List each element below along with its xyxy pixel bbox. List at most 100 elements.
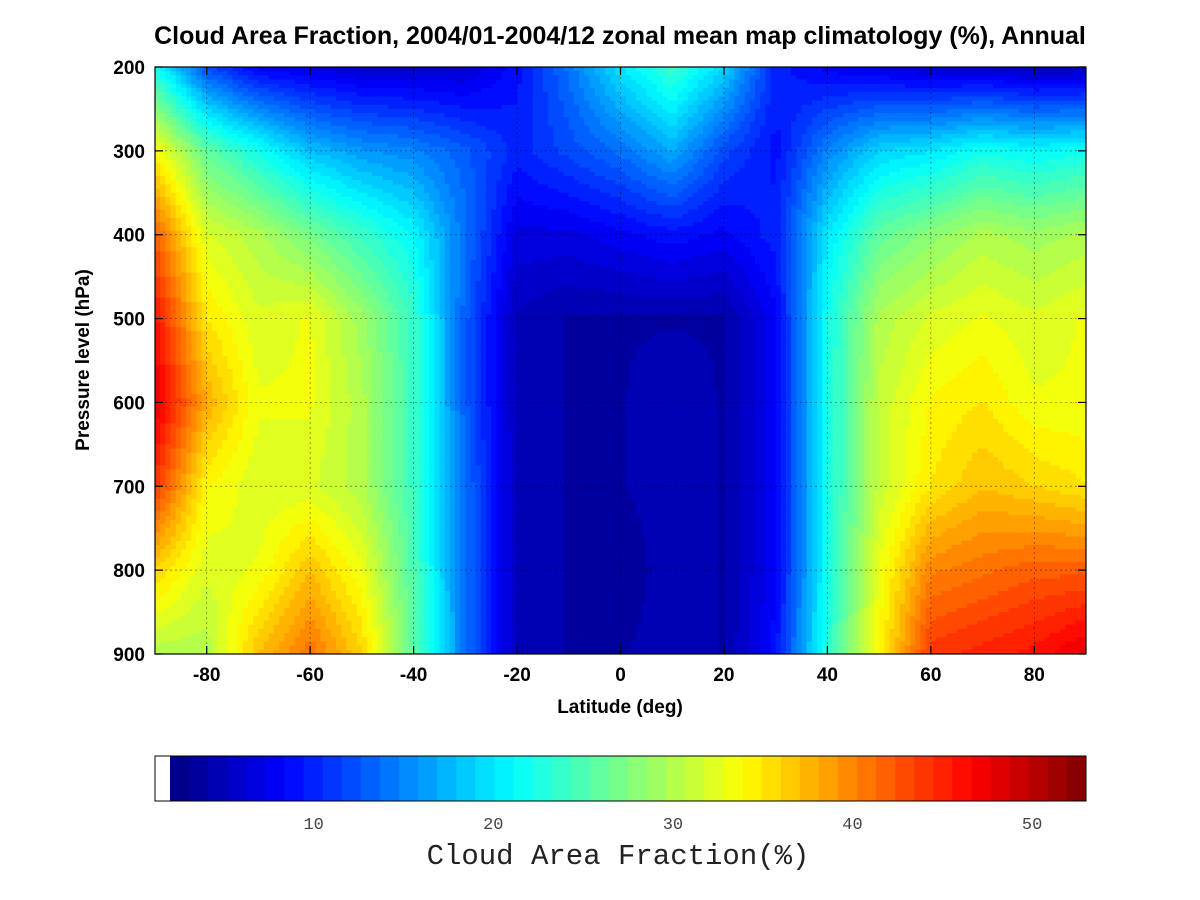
contour-cell xyxy=(330,79,337,85)
contour-cell xyxy=(537,171,544,177)
contour-cell xyxy=(542,79,549,85)
contour-cell xyxy=(398,117,404,123)
contour-cell xyxy=(682,113,689,118)
contour-cell xyxy=(884,96,891,102)
contour-cell xyxy=(754,142,761,148)
contour-cell xyxy=(186,108,192,114)
contour-cell xyxy=(1003,113,1010,118)
contour-cell xyxy=(615,167,622,173)
contour-cell xyxy=(806,92,813,97)
contour-cell xyxy=(206,155,213,160)
contour-cell xyxy=(211,113,218,118)
contour-cell xyxy=(568,176,575,181)
contour-cell xyxy=(480,142,487,148)
contour-cell xyxy=(982,167,989,173)
contour-cell xyxy=(910,129,916,135)
contour-cell xyxy=(268,163,275,169)
contour-cell xyxy=(832,96,839,102)
contour-cell xyxy=(589,108,596,114)
contour-cell xyxy=(904,142,911,148)
contour-cell xyxy=(201,96,208,102)
contour-cell xyxy=(289,108,296,114)
contour-cell xyxy=(527,113,534,118)
contour-cell xyxy=(211,117,218,123)
contour-cell xyxy=(444,146,451,152)
contour-cell xyxy=(972,83,978,89)
contour-cell xyxy=(387,134,394,139)
contour-cell xyxy=(423,180,430,185)
contour-cell xyxy=(211,71,218,76)
contour-cell xyxy=(387,104,394,110)
contour-cell xyxy=(749,96,756,102)
contour-cell xyxy=(775,67,782,72)
contour-cell xyxy=(723,83,730,89)
contour-cell xyxy=(377,79,384,85)
contour-cell xyxy=(801,125,808,131)
contour-cell xyxy=(465,171,472,177)
contour-cell xyxy=(610,134,616,139)
contour-cell xyxy=(780,71,787,76)
contour-cell xyxy=(486,180,492,185)
contour-cell xyxy=(982,134,989,139)
contour-cell xyxy=(367,142,373,148)
contour-cell xyxy=(491,176,497,181)
contour-cell xyxy=(884,171,891,177)
contour-cell xyxy=(542,163,549,169)
contour-cell xyxy=(180,180,187,185)
contour-cell xyxy=(760,87,766,93)
contour-cell xyxy=(1044,92,1051,97)
contour-cell xyxy=(625,171,632,177)
contour-cell xyxy=(527,92,534,97)
contour-cell xyxy=(667,108,673,114)
contour-cell xyxy=(579,138,585,144)
contour-cell xyxy=(511,87,518,93)
contour-cell xyxy=(594,155,601,160)
contour-cell xyxy=(1049,96,1056,102)
contour-cell xyxy=(532,134,539,139)
contour-cell xyxy=(279,87,285,93)
contour-cell xyxy=(563,129,570,135)
contour-cell xyxy=(573,125,580,131)
contour-cell xyxy=(775,79,782,85)
contour-cell xyxy=(672,75,678,81)
contour-cell xyxy=(667,79,673,85)
contour-cell xyxy=(672,117,678,123)
contour-cell xyxy=(537,134,544,139)
contour-cell xyxy=(449,96,456,102)
contour-cell xyxy=(222,176,229,181)
contour-cell xyxy=(837,92,844,97)
contour-cell xyxy=(842,113,849,118)
contour-cell xyxy=(253,104,260,110)
contour-cell xyxy=(889,121,896,127)
contour-cell xyxy=(786,134,792,139)
contour-cell xyxy=(904,171,911,177)
contour-cell xyxy=(599,96,606,102)
contour-cell xyxy=(434,142,441,148)
contour-cell xyxy=(532,117,539,123)
contour-cell xyxy=(1049,134,1056,139)
contour-cell xyxy=(299,75,306,81)
contour-cell xyxy=(418,159,425,165)
contour-cell xyxy=(330,71,337,76)
contour-cell xyxy=(930,87,937,93)
contour-cell xyxy=(656,83,663,89)
contour-cell xyxy=(698,138,704,144)
contour-cell xyxy=(832,87,839,93)
contour-cell xyxy=(754,100,761,106)
contour-cell xyxy=(698,75,704,81)
contour-cell xyxy=(237,150,244,156)
contour-cell xyxy=(1034,104,1041,110)
contour-cell xyxy=(744,87,751,93)
contour-cell xyxy=(967,104,973,110)
contour-cell xyxy=(413,146,420,152)
contour-cell xyxy=(232,92,239,97)
contour-cell xyxy=(982,75,989,81)
contour-cell xyxy=(687,75,694,81)
contour-cell xyxy=(284,176,291,181)
contour-cell xyxy=(770,138,777,144)
contour-cell xyxy=(899,67,906,72)
contour-cell xyxy=(1039,104,1046,110)
contour-cell xyxy=(263,125,270,131)
contour-cell xyxy=(315,117,322,123)
contour-cell xyxy=(1075,113,1082,118)
